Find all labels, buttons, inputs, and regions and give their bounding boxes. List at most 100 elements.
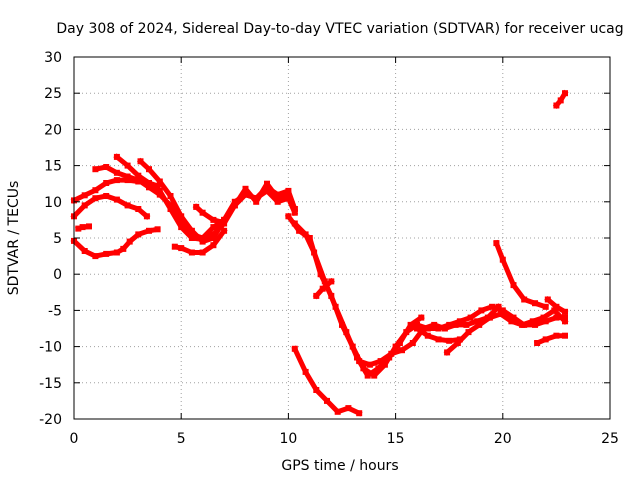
data-point xyxy=(332,303,339,310)
data-point xyxy=(146,227,152,234)
data-point xyxy=(311,249,318,256)
data-point xyxy=(431,321,438,328)
data-point xyxy=(113,177,120,184)
data-point xyxy=(92,187,99,194)
x-axis-label: GPS time / hours xyxy=(281,458,398,474)
data-point xyxy=(178,213,185,220)
data-point xyxy=(396,340,403,346)
data-point xyxy=(92,166,99,173)
data-point xyxy=(375,365,382,372)
data-point xyxy=(274,195,281,202)
x-tick-label: 5 xyxy=(177,431,186,447)
data-point xyxy=(345,405,352,412)
series-track-9 xyxy=(192,203,225,226)
y-tick-label: 0 xyxy=(53,267,62,283)
data-point xyxy=(199,249,206,256)
data-point xyxy=(551,307,558,314)
data-point xyxy=(146,166,152,173)
data-point xyxy=(435,336,442,343)
data-point xyxy=(124,162,131,169)
data-point xyxy=(135,172,142,179)
data-point xyxy=(199,209,206,216)
data-point xyxy=(291,209,298,216)
data-point xyxy=(424,332,431,339)
data-point xyxy=(529,318,536,325)
data-point xyxy=(366,361,373,368)
data-point xyxy=(544,296,551,303)
x-tick-label: 15 xyxy=(387,431,405,447)
y-tick-label: -10 xyxy=(39,340,62,356)
data-point xyxy=(343,329,350,336)
data-point xyxy=(493,240,500,247)
x-tick-label: 0 xyxy=(70,431,79,447)
data-point xyxy=(242,185,249,192)
data-point xyxy=(210,242,217,249)
data-point xyxy=(210,224,217,231)
data-point xyxy=(264,187,270,194)
data-point xyxy=(167,193,174,199)
data-point xyxy=(356,358,363,365)
data-point xyxy=(354,354,360,361)
data-point xyxy=(81,202,88,209)
data-point xyxy=(188,235,195,241)
tick-layer: 0 5 10 15 20 25 -20 -15 -10 -5 0 5 10 15 20 25 30 xyxy=(39,50,619,447)
series-track-6 xyxy=(113,153,299,242)
data-point xyxy=(474,318,481,325)
data-point xyxy=(486,314,493,321)
data-point xyxy=(414,321,420,328)
data-point xyxy=(521,296,528,303)
series-track-19 xyxy=(533,333,568,347)
data-point xyxy=(553,314,560,321)
y-tick-label: 5 xyxy=(53,231,62,247)
series-track-7 xyxy=(136,157,299,245)
data-point xyxy=(508,318,515,325)
data-point xyxy=(321,278,328,285)
data-point xyxy=(452,321,459,328)
x-tick-label: 20 xyxy=(494,431,512,447)
data-point xyxy=(542,318,549,325)
data-point xyxy=(553,303,560,310)
data-point xyxy=(143,213,150,220)
data-point xyxy=(441,325,448,332)
data-point xyxy=(456,318,463,325)
data-point xyxy=(302,231,309,238)
data-point xyxy=(167,206,174,212)
data-point xyxy=(146,180,152,186)
y-axis-label: SDTVAR / TECUs xyxy=(6,181,22,296)
x-tick-label: 10 xyxy=(279,431,297,447)
data-point xyxy=(377,358,384,365)
data-point xyxy=(81,192,88,199)
data-point xyxy=(319,285,326,292)
data-point xyxy=(137,158,144,165)
data-point xyxy=(510,282,517,289)
data-point xyxy=(324,397,330,404)
data-point xyxy=(156,187,163,194)
data-point xyxy=(444,349,451,356)
x-tick-label: 25 xyxy=(601,431,619,447)
data-point xyxy=(146,184,152,191)
y-tick-label: 10 xyxy=(44,195,62,211)
data-point xyxy=(221,227,228,234)
data-point xyxy=(414,325,420,332)
data-point xyxy=(79,224,86,231)
data-point xyxy=(302,368,309,375)
data-point xyxy=(291,220,298,227)
data-point xyxy=(231,198,238,205)
data-point xyxy=(409,340,416,346)
data-point xyxy=(519,321,526,328)
data-point xyxy=(446,337,453,344)
data-point xyxy=(313,387,320,393)
data-point xyxy=(553,332,560,339)
data-point xyxy=(489,303,496,310)
data-point xyxy=(562,314,568,321)
data-point xyxy=(285,213,292,220)
data-point xyxy=(193,203,200,210)
data-point xyxy=(407,321,414,328)
data-point xyxy=(285,187,292,194)
data-point xyxy=(156,178,163,185)
data-point xyxy=(420,325,427,332)
y-tick-label: 15 xyxy=(44,159,62,175)
data-point xyxy=(103,250,110,257)
data-point xyxy=(553,102,560,109)
